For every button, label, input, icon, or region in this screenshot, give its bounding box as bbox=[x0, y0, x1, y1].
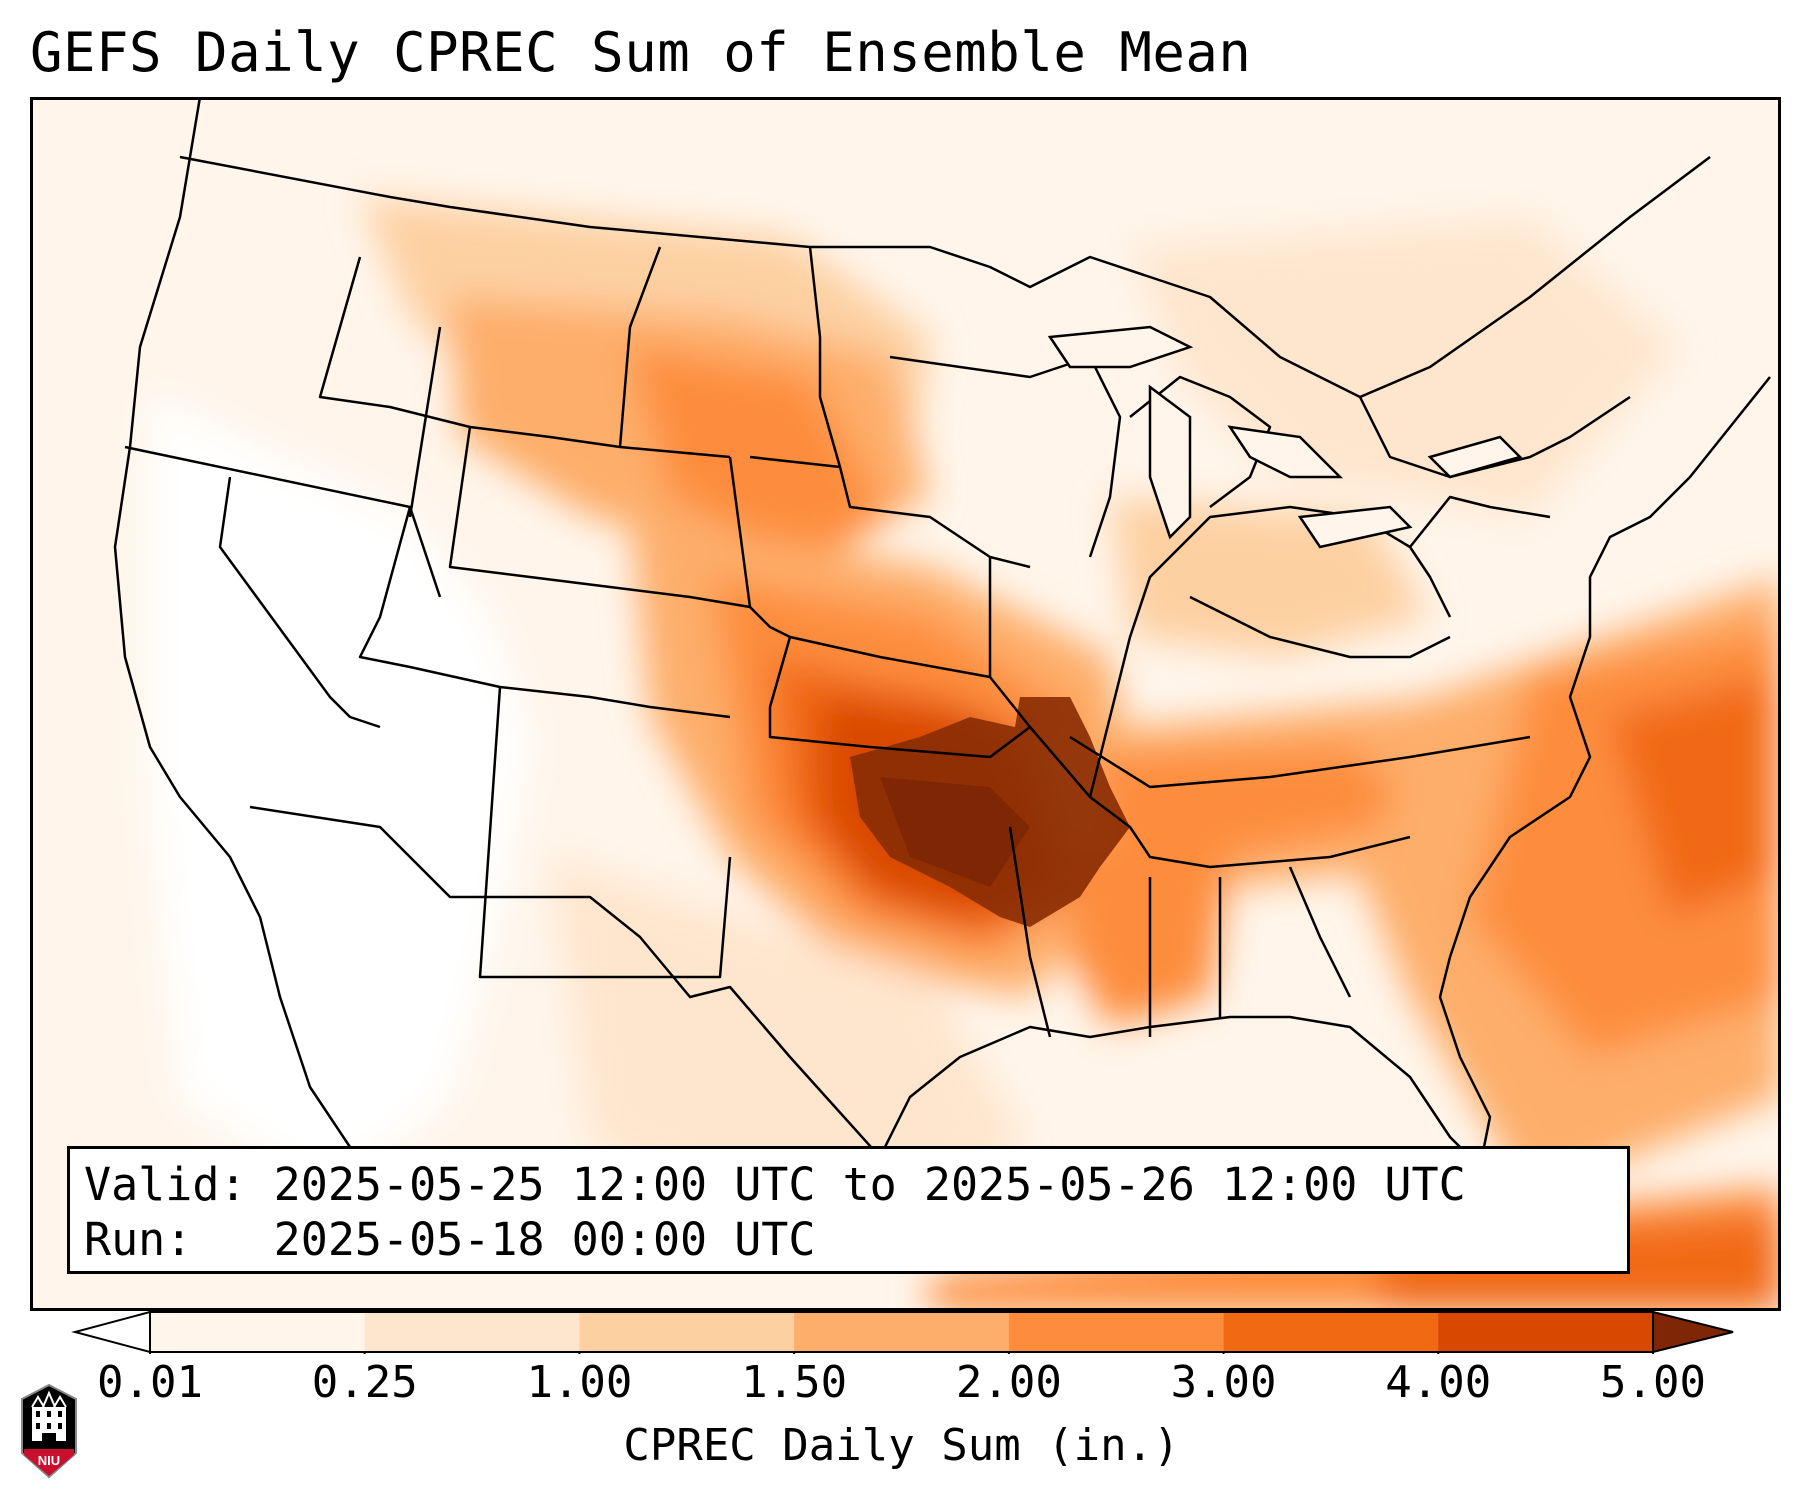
precip-field bbox=[30, 97, 1781, 1311]
valid-run-info-box: Valid: 2025-05-25 12:00 UTC to 2025-05-2… bbox=[67, 1146, 1630, 1274]
colorbar-segment bbox=[794, 1312, 1010, 1352]
colorbar-label: CPREC Daily Sum (in.) bbox=[623, 1420, 1180, 1471]
colorbar-tick-label: 1.00 bbox=[526, 1357, 633, 1408]
colorbar-tick-label: 3.00 bbox=[1170, 1357, 1277, 1408]
map-title: GEFS Daily CPREC Sum of Ensemble Mean bbox=[30, 21, 1252, 84]
colorbar-segments bbox=[150, 1312, 1654, 1352]
colorbar-tick-label: 0.25 bbox=[311, 1357, 418, 1408]
valid-time-line: Valid: 2025-05-25 12:00 UTC to 2025-05-2… bbox=[84, 1158, 1466, 1211]
colorbar-tick-label: 2.00 bbox=[955, 1357, 1062, 1408]
colorbar-tick-label: 0.01 bbox=[97, 1357, 203, 1408]
niu-logo: NIU bbox=[21, 1383, 77, 1479]
colorbar-tick-label: 5.00 bbox=[1600, 1357, 1706, 1408]
colorbar-segment bbox=[1008, 1312, 1225, 1352]
colorbar-segment bbox=[579, 1312, 795, 1352]
map-border bbox=[30, 97, 1781, 1311]
colorbar-tick-marks bbox=[149, 1352, 1654, 1354]
colorbar-segment bbox=[364, 1312, 580, 1352]
colorbar-outline bbox=[149, 1311, 1654, 1353]
colorbar-segment bbox=[150, 1312, 366, 1352]
colorbar-tick-label: 1.50 bbox=[741, 1357, 848, 1408]
colorbar-over-arrow bbox=[1652, 1310, 1734, 1354]
state-boundaries bbox=[113, 97, 1771, 1198]
precipitation-map bbox=[30, 97, 1781, 1311]
colorbar-under-arrow bbox=[71, 1310, 151, 1354]
colorbar-segment bbox=[1438, 1312, 1654, 1352]
run-time-line: Run: 2025-05-18 00:00 UTC bbox=[84, 1213, 816, 1266]
colorbar-segment bbox=[1223, 1312, 1439, 1352]
colorbar-tick-label: 4.00 bbox=[1385, 1357, 1492, 1408]
svg-text:NIU: NIU bbox=[38, 1453, 60, 1468]
precip-maximum bbox=[850, 697, 1130, 927]
great-lakes bbox=[1047, 325, 1523, 549]
colorbar bbox=[71, 1310, 1734, 1354]
